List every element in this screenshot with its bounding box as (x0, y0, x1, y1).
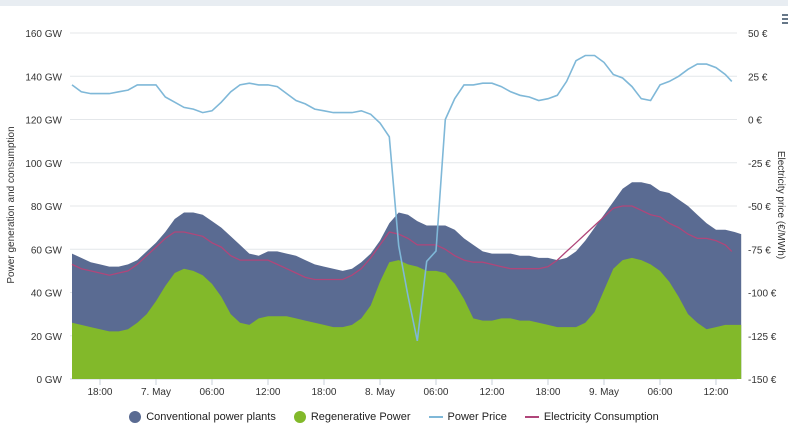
y-right-tick-label: -125 € (748, 332, 777, 343)
legend-item-regenerative[interactable]: Regenerative Power (293, 411, 411, 423)
line-series (71, 54, 733, 342)
consumption-line (71, 205, 733, 281)
x-tick-label: 9. May (589, 387, 619, 398)
y-left-tick-label: 0 GW (36, 375, 62, 386)
y-axis-right: -150 € -125 € -100 € -75 € -50 € -25 € 0 € 25 €… (748, 29, 777, 386)
x-tick-label: 06:00 (423, 387, 448, 398)
top-bar (0, 0, 788, 6)
y-left-tick-label: 160 GW (25, 29, 62, 40)
legend-item-price[interactable]: Power Price (428, 411, 507, 423)
legend-item-conventional[interactable]: Conventional power plants (129, 411, 276, 423)
hamburger-menu-icon[interactable] (782, 14, 788, 26)
y-left-tick-label: 120 GW (25, 116, 62, 127)
legend-label-regenerative: Regenerative Power (310, 411, 411, 423)
x-tick-label: 12:00 (479, 387, 504, 398)
y-axis-left-title: Power generation and consumption (6, 126, 17, 283)
x-tick-label: 8. May (365, 387, 395, 398)
x-tick-label: 06:00 (199, 387, 224, 398)
y-left-tick-label: 20 GW (31, 332, 63, 343)
legend-swatch-consumption (524, 416, 539, 418)
y-right-tick-label: -50 € (748, 202, 771, 213)
y-right-tick-label: -150 € (748, 375, 777, 386)
x-tick-label: 12:00 (255, 387, 280, 398)
chart-svg: 18:00 7. May 06:00 12:00 18:00 8. May 06:00 12:… (6, 29, 786, 398)
x-tick-label: 06:00 (647, 387, 672, 398)
x-axis: 18:00 7. May 06:00 12:00 18:00 8. May 06:00 12:… (87, 379, 729, 398)
y-left-tick-label: 60 GW (31, 245, 63, 256)
legend-swatch-conventional (129, 411, 142, 423)
x-tick-label: 7. May (141, 387, 171, 398)
regenerative-area (72, 257, 742, 379)
y-right-tick-label: -100 € (748, 289, 777, 300)
y-left-tick-label: 80 GW (31, 202, 63, 213)
x-tick-label: 18:00 (311, 387, 336, 398)
x-tick-label: 18:00 (87, 387, 112, 398)
legend-label-consumption: Electricity Consumption (543, 411, 659, 423)
y-axis-left: 0 GW 20 GW 40 GW 60 GW 80 GW 100 GW 120 GW 140 … (25, 29, 62, 386)
x-tick-label: 18:00 (535, 387, 560, 398)
y-right-tick-label: 50 € (748, 29, 768, 40)
y-right-tick-label: 25 € (748, 72, 768, 83)
y-left-tick-label: 140 GW (25, 72, 62, 83)
legend-item-consumption[interactable]: Electricity Consumption (524, 411, 659, 423)
x-tick-label: 12:00 (703, 387, 728, 398)
y-right-tick-label: -25 € (748, 159, 771, 170)
y-right-tick-label: -75 € (748, 245, 771, 256)
legend-label-price: Power Price (447, 411, 507, 423)
legend-label-conventional: Conventional power plants (146, 411, 276, 423)
price-line (71, 54, 733, 342)
legend-swatch-regenerative (293, 411, 306, 423)
legend-swatch-price (428, 416, 443, 418)
y-left-tick-label: 40 GW (31, 289, 63, 300)
legend: Conventional power plants Regenerative P… (0, 411, 788, 423)
y-axis-right-title: Electricity price (€/MWh) (775, 151, 786, 259)
y-left-tick-label: 100 GW (25, 159, 62, 170)
area-series (72, 182, 742, 379)
y-right-tick-label: 0 € (748, 116, 762, 127)
